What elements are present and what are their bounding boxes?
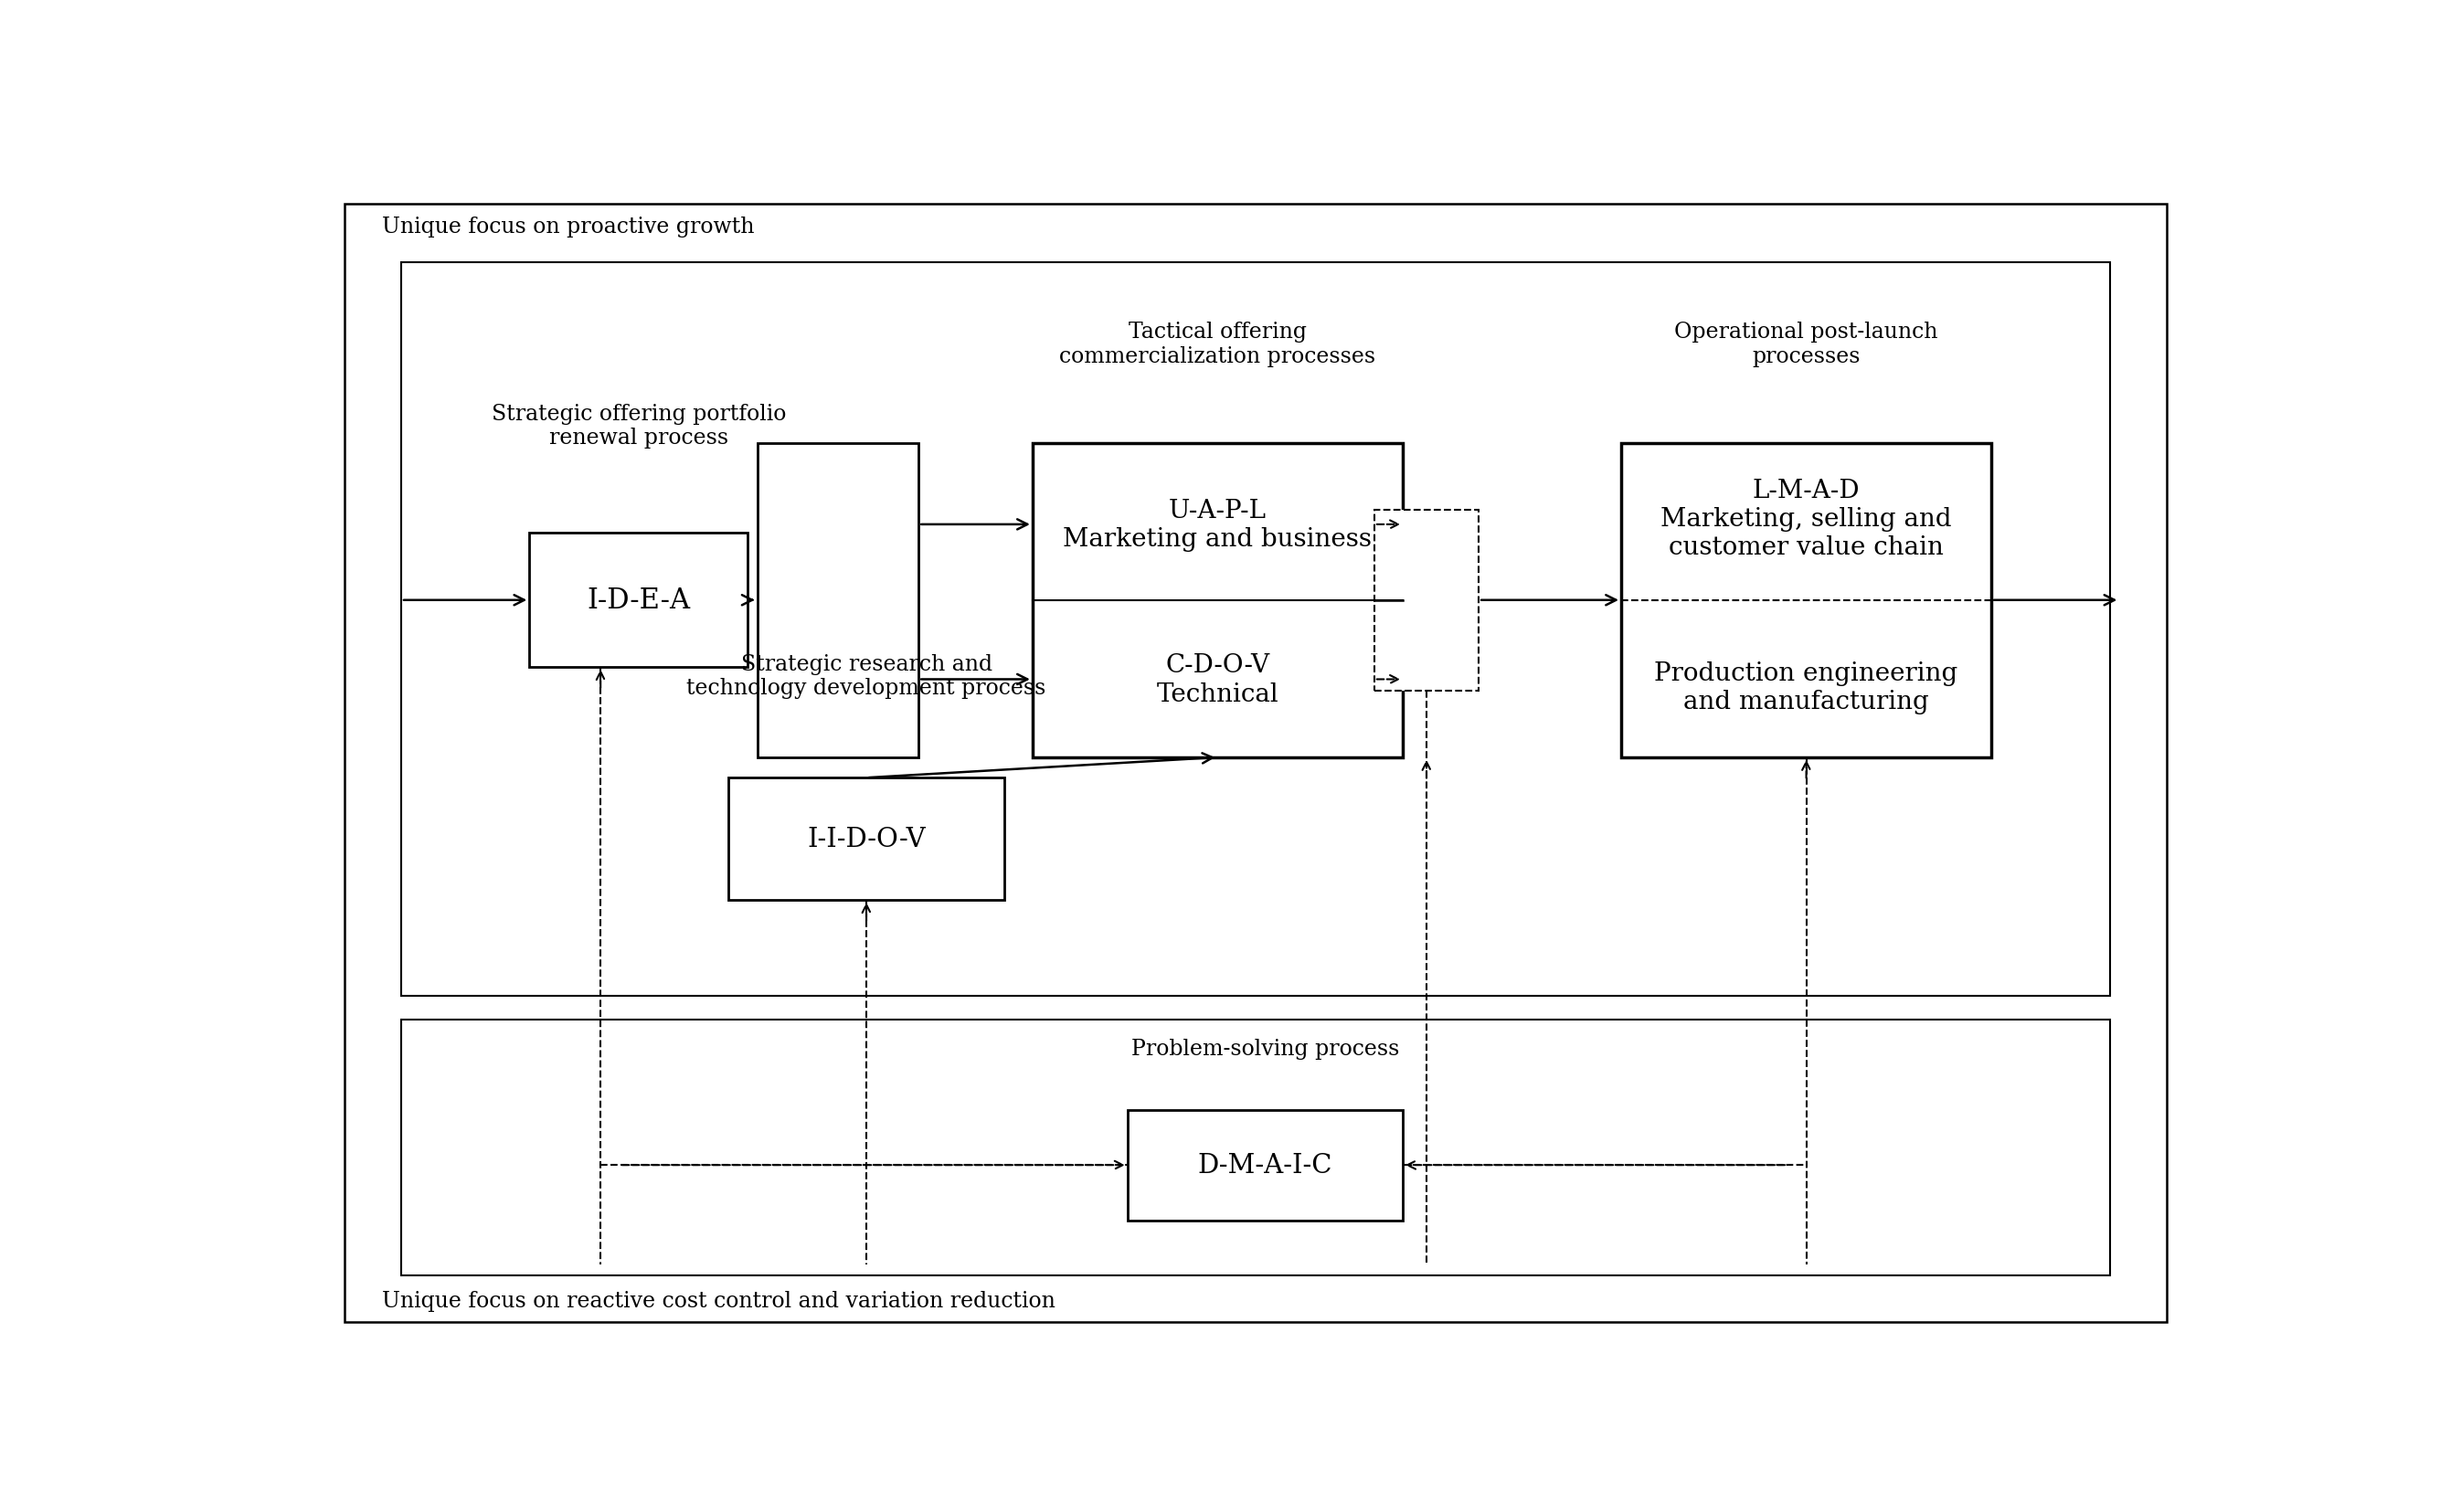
Text: Tactical offering
commercialization processes: Tactical offering commercialization proc… <box>1058 322 1377 367</box>
Text: I-I-D-O-V: I-I-D-O-V <box>806 827 926 853</box>
FancyBboxPatch shape <box>402 263 2109 996</box>
Text: C-D-O-V
Technical: C-D-O-V Technical <box>1156 653 1279 706</box>
Text: U-A-P-L
Marketing and business: U-A-P-L Marketing and business <box>1063 499 1372 552</box>
Text: I-D-E-A: I-D-E-A <box>588 587 691 615</box>
FancyBboxPatch shape <box>757 443 919 758</box>
FancyBboxPatch shape <box>1127 1110 1404 1220</box>
FancyBboxPatch shape <box>1031 443 1404 758</box>
Text: Unique focus on reactive cost control and variation reduction: Unique focus on reactive cost control an… <box>382 1290 1056 1311</box>
Text: Production engineering
and manufacturing: Production engineering and manufacturing <box>1654 661 1958 715</box>
Text: L-M-A-D
Marketing, selling and
customer value chain: L-M-A-D Marketing, selling and customer … <box>1661 478 1953 559</box>
Text: Operational post-launch
processes: Operational post-launch processes <box>1673 322 1938 367</box>
FancyBboxPatch shape <box>728 779 1004 900</box>
Text: Unique focus on proactive growth: Unique focus on proactive growth <box>382 216 755 237</box>
FancyBboxPatch shape <box>529 534 747 667</box>
FancyBboxPatch shape <box>402 1019 2109 1276</box>
Text: Strategic research and
technology development process: Strategic research and technology develo… <box>686 653 1046 699</box>
FancyBboxPatch shape <box>1622 443 1992 758</box>
Text: D-M-A-I-C: D-M-A-I-C <box>1198 1152 1333 1178</box>
Text: Strategic offering portfolio
renewal process: Strategic offering portfolio renewal pro… <box>492 404 786 449</box>
FancyBboxPatch shape <box>1374 511 1480 691</box>
Text: Problem-solving process: Problem-solving process <box>1132 1039 1399 1060</box>
FancyBboxPatch shape <box>343 204 2168 1323</box>
